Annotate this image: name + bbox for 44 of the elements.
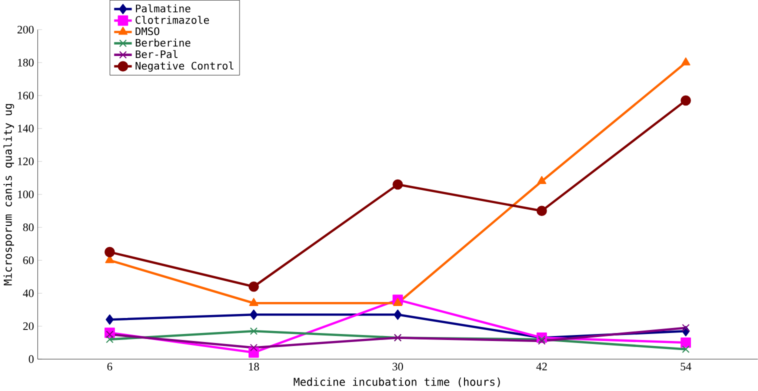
y-axis-title: Microsporum canis quality ug (3, 104, 14, 286)
point (250, 344, 258, 352)
point (250, 310, 258, 320)
point (680, 338, 691, 348)
point (104, 247, 115, 258)
point (394, 310, 402, 320)
x-tick-label: 6 (107, 362, 112, 371)
point (249, 298, 258, 306)
y-tick-label: 60 (23, 256, 34, 264)
y-tick-label: 80 (23, 224, 34, 232)
y-tick-label: 120 (18, 158, 34, 166)
point (682, 324, 690, 332)
x-axis-title: Medicine incubation time (hours) (294, 378, 500, 388)
point (250, 328, 258, 336)
point (682, 346, 690, 354)
x-tick-label: 30 (392, 362, 403, 371)
point (248, 282, 259, 292)
y-tick-label: 140 (18, 124, 34, 133)
point (393, 298, 402, 306)
y-tick-label: 160 (18, 92, 34, 100)
y-tick-label: 0 (28, 355, 34, 364)
legend-label: Negative Control (136, 62, 234, 72)
legend-label: Ber-Pal (136, 50, 178, 58)
y-tick-label: 40 (22, 290, 34, 298)
legend-label: Clotrimazole (136, 16, 209, 24)
legend-label: Palmatine (136, 4, 190, 13)
point (248, 348, 259, 358)
point (106, 314, 114, 325)
y-tick-label: 200 (18, 26, 34, 34)
point (392, 180, 403, 190)
x-tick-label: 18 (249, 362, 259, 371)
legend-label: DMSO (136, 28, 160, 36)
y-tick-label: 100 (18, 190, 34, 198)
point (537, 176, 546, 184)
y-tick-label: 180 (18, 58, 34, 67)
point (106, 330, 114, 338)
point (681, 58, 690, 66)
point (680, 96, 691, 106)
x-tick-label: 54 (680, 362, 692, 371)
legend-label: Berberine (136, 38, 190, 47)
y-tick-label: 20 (23, 322, 34, 330)
point (536, 206, 547, 216)
x-tick-label: 42 (536, 362, 547, 370)
point (106, 336, 114, 344)
